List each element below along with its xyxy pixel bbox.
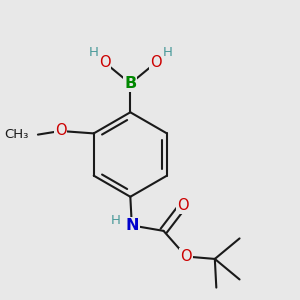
Text: O: O [55,124,66,139]
Text: H: H [163,46,172,59]
Text: B: B [124,76,136,91]
Text: H: H [88,46,98,59]
Text: O: O [150,55,162,70]
Text: O: O [99,55,110,70]
Text: O: O [180,249,192,264]
Text: N: N [125,218,139,233]
Text: H: H [110,214,120,227]
Text: O: O [177,198,189,213]
Text: CH₃: CH₃ [4,128,29,141]
